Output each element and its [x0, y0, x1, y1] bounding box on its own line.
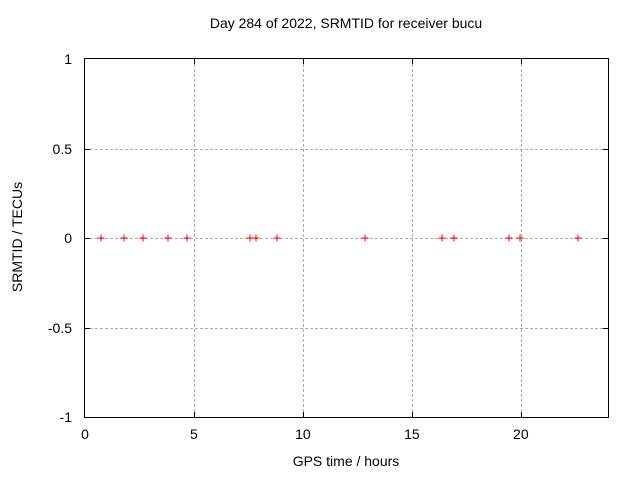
y-tick-mark-left: [85, 148, 90, 150]
data-point-marker: [246, 234, 254, 242]
y-tick-label: 1: [64, 51, 72, 67]
x-tick-mark-top: [193, 59, 195, 64]
y-tick-label: 0.5: [52, 140, 72, 157]
x-tick-label: 20: [513, 426, 529, 442]
data-point-marker: [97, 234, 105, 242]
y-axis-label: SRMTID / TECUs: [9, 181, 25, 293]
y-gridline: [85, 148, 608, 150]
data-point-marker: [139, 234, 147, 242]
y-tick-mark-left: [85, 327, 90, 329]
x-tick-mark-bottom: [302, 412, 304, 417]
data-point-marker: [516, 234, 524, 242]
y-tick-label: -0.5: [47, 319, 72, 336]
data-point-marker: [505, 234, 513, 242]
data-point-marker: [273, 234, 281, 242]
data-point-marker: [361, 234, 369, 242]
chart-title: Day 284 of 2022, SRMTID for receiver buc…: [209, 15, 483, 31]
y-tick-mark-right: [603, 327, 608, 329]
data-point-marker: [438, 234, 446, 242]
y-tick-label: 0: [64, 230, 72, 246]
y-tick-mark-left: [85, 238, 90, 239]
x-tick-mark-top: [411, 59, 413, 64]
plot-area: 0 5 10 15 20 1 0.5 0 -0.5 -1: [48, 51, 609, 442]
data-point-marker: [450, 234, 458, 242]
x-tick-mark-bottom: [520, 412, 522, 417]
y-gridline: [85, 327, 608, 329]
data-point-marker: [252, 234, 260, 242]
x-tick-mark-bottom: [193, 412, 195, 417]
x-tick-label: 15: [404, 426, 420, 442]
x-tick-mark-bottom: [411, 412, 413, 417]
x-tick-label: 10: [295, 426, 311, 442]
y-tick-mark-right: [603, 148, 608, 150]
x-tick-label: 0: [81, 426, 89, 442]
x-tick-mark-top: [302, 59, 304, 64]
y-tick-mark-right: [603, 238, 608, 239]
x-tick-mark-top: [520, 59, 522, 64]
data-point-marker: [574, 234, 582, 242]
data-point-marker: [164, 234, 172, 242]
y-tick-label: -1: [59, 409, 72, 425]
x-tick-label: 5: [190, 426, 198, 442]
data-point-marker: [120, 234, 128, 242]
data-point-marker: [183, 234, 191, 242]
x-axis-label: GPS time / hours: [292, 453, 400, 469]
y-gridline: [85, 238, 608, 239]
